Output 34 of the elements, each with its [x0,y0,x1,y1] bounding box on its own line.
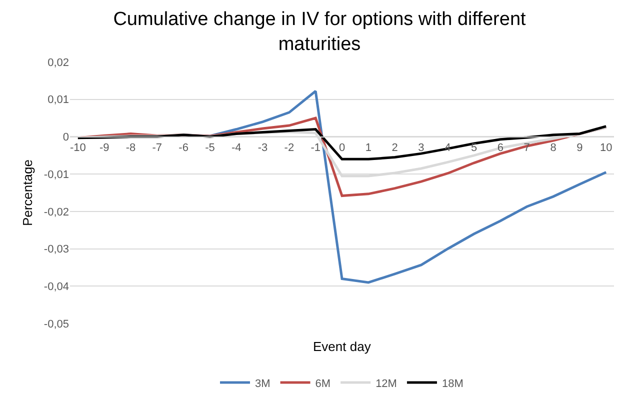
x-tick-label: 5 [470,142,478,154]
legend-label: 6M [315,378,331,390]
x-tick-label: 0 [338,142,346,154]
x-tick-label: -10 [70,142,86,154]
x-tick-label: 2 [392,142,398,154]
legend-label: 18M [442,378,464,390]
y-tick-label: -0,02 [44,206,69,218]
y-tick-label: -0,05 [44,318,69,330]
x-tick-label: -3 [258,142,268,154]
x-tick-label: -9 [99,142,110,154]
x-tick-label: -6 [178,142,188,154]
x-tick-label: 1 [365,142,372,154]
x-tick-label: -8 [126,142,136,154]
x-axis-title: Event day [313,339,372,354]
chart-title: Cumulative change in IV for options with different maturities [113,9,527,55]
y-tick-label: 0,01 [48,94,69,106]
legend-label: 3M [255,378,270,390]
y-tick-label: -0,01 [44,168,69,181]
x-tick-label: -4 [231,142,242,154]
x-tick-label: 6 [497,142,504,154]
legend-label: 12M [376,378,397,390]
y-tick-label: 0,02 [48,56,69,69]
y-tick-label: 0 [62,132,69,144]
x-tick-label: 9 [576,142,583,154]
x-tick-label: -7 [152,142,162,154]
y-tick-label: -0,04 [44,281,69,294]
x-tick-label: 10 [600,142,612,154]
x-tick-label: -2 [284,142,294,154]
x-tick-label: 3 [418,142,424,154]
x-tick-label: -5 [205,142,215,154]
x-tick-label: 8 [550,142,556,154]
y-tick-label: -0,03 [44,244,69,256]
x-tick-label: -1 [310,142,320,154]
y-axis-title: Percentage [20,160,35,226]
